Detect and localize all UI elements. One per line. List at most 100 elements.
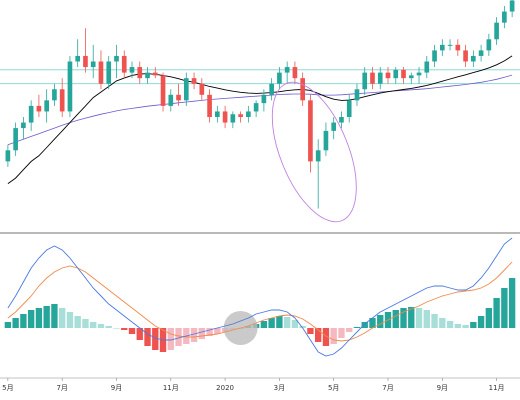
candle bbox=[486, 33, 492, 56]
candle bbox=[346, 94, 352, 123]
candle-body bbox=[331, 122, 337, 131]
macd-histogram-bar bbox=[330, 328, 337, 344]
candle-body bbox=[253, 103, 259, 112]
x-tick-label: 11月 bbox=[163, 384, 179, 392]
macd-signal-line bbox=[7, 261, 513, 342]
candle bbox=[315, 139, 321, 209]
macd-histogram-bar bbox=[268, 318, 275, 328]
candle bbox=[5, 144, 11, 167]
candle bbox=[408, 72, 414, 84]
price-panel bbox=[0, 0, 520, 223]
macd-histogram-bar bbox=[283, 317, 291, 328]
candle bbox=[455, 39, 461, 56]
candle-body bbox=[106, 61, 112, 84]
x-tick-label: 9月 bbox=[111, 384, 122, 392]
candle-body bbox=[90, 61, 96, 68]
candle-body bbox=[432, 50, 437, 62]
macd-histogram-bar bbox=[82, 319, 89, 328]
candle bbox=[277, 67, 282, 90]
candle bbox=[416, 67, 422, 84]
candle-body bbox=[385, 72, 391, 79]
candle bbox=[439, 39, 445, 56]
candle-body bbox=[277, 72, 282, 84]
candle-body bbox=[168, 94, 174, 106]
candle bbox=[199, 78, 205, 101]
macd-histogram-bar bbox=[43, 306, 50, 328]
candle-body bbox=[44, 100, 49, 112]
macd-histogram-bar bbox=[400, 308, 407, 328]
candle-body bbox=[52, 89, 57, 101]
macd-histogram-bar bbox=[167, 328, 174, 350]
macd-histogram-bar bbox=[361, 322, 368, 328]
macd-histogram-bar bbox=[501, 288, 508, 328]
macd-histogram-bar bbox=[408, 307, 415, 328]
candle bbox=[238, 111, 243, 123]
candle-body bbox=[176, 94, 181, 101]
macd-histogram-bar bbox=[307, 328, 314, 334]
macd-histogram-bar bbox=[97, 324, 105, 328]
macd-histogram-bar bbox=[27, 310, 35, 328]
macd-histogram-bar bbox=[322, 328, 330, 346]
candle-body bbox=[152, 72, 158, 76]
candle-body bbox=[463, 50, 468, 62]
x-tick-label: 7月 bbox=[56, 384, 67, 392]
macd-histogram-bar bbox=[276, 316, 283, 328]
candle bbox=[502, 6, 507, 29]
candle bbox=[36, 94, 42, 117]
candle bbox=[183, 72, 189, 106]
highlight-ellipse bbox=[271, 81, 357, 223]
macd-histogram-bar bbox=[51, 304, 58, 328]
candle bbox=[424, 55, 430, 79]
macd-histogram-bar bbox=[152, 328, 159, 350]
candle bbox=[152, 67, 158, 79]
candle-body bbox=[246, 111, 251, 117]
candle-body bbox=[494, 22, 499, 40]
candle-body bbox=[28, 105, 34, 123]
candle bbox=[432, 44, 437, 68]
x-tick-label: 5月 bbox=[2, 384, 13, 392]
candle-body bbox=[230, 114, 236, 123]
candle-body bbox=[502, 11, 507, 23]
candle bbox=[21, 117, 26, 140]
macd-histogram-bar bbox=[4, 322, 12, 328]
candle-body bbox=[160, 75, 166, 106]
candle-body bbox=[292, 67, 298, 79]
candle bbox=[67, 55, 73, 117]
macd-histogram-bar bbox=[353, 327, 361, 328]
candle-body bbox=[137, 67, 143, 79]
candle bbox=[75, 39, 81, 68]
candle-body bbox=[261, 94, 267, 104]
candle-body bbox=[323, 130, 329, 151]
candle-body bbox=[416, 72, 422, 76]
macd-histogram-bar bbox=[338, 328, 345, 338]
candle-body bbox=[354, 89, 360, 101]
macd-histogram-bar bbox=[423, 310, 430, 328]
candle-body bbox=[5, 150, 11, 162]
macd-line bbox=[7, 237, 513, 357]
macd-histogram-bar bbox=[454, 324, 461, 328]
candle bbox=[269, 78, 274, 101]
candle bbox=[52, 83, 57, 106]
candle-body bbox=[238, 114, 243, 117]
candle bbox=[478, 44, 484, 62]
candle-body bbox=[315, 150, 321, 162]
candle bbox=[114, 44, 119, 79]
candle bbox=[385, 67, 391, 84]
macd-histogram-bar bbox=[113, 328, 120, 329]
macd-histogram-bar bbox=[346, 328, 353, 332]
candle-body bbox=[362, 72, 368, 90]
macd-histogram-bar bbox=[35, 308, 43, 328]
candle-body bbox=[13, 128, 18, 151]
candle-body bbox=[145, 72, 150, 79]
macd-histogram-bar bbox=[485, 308, 493, 328]
candle bbox=[83, 28, 88, 73]
candle-body bbox=[471, 55, 476, 62]
macd-histogram-bar bbox=[128, 328, 136, 334]
macd-histogram-bar bbox=[377, 315, 384, 328]
candle-body bbox=[439, 44, 445, 51]
candle-body bbox=[36, 105, 42, 112]
x-tick-label: 2020 bbox=[216, 384, 234, 392]
candle-body bbox=[269, 83, 274, 95]
macd-histogram-bar bbox=[175, 328, 182, 346]
